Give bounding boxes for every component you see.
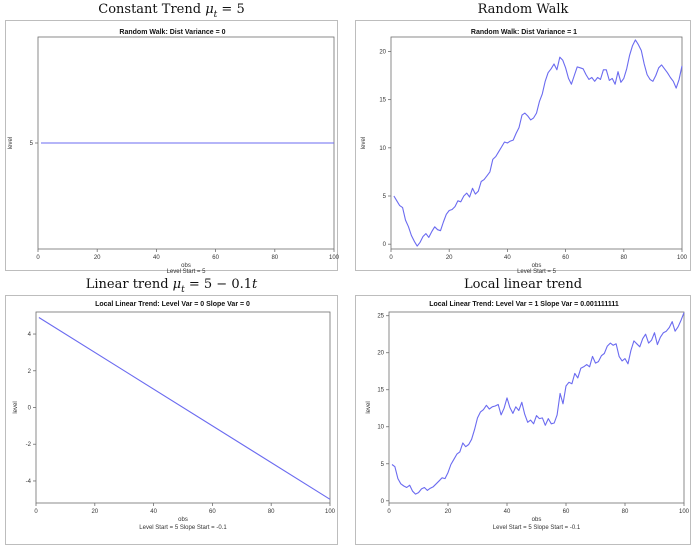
chart-title: Random Walk: Dist Variance = 0 <box>119 29 225 36</box>
x-tick-label: 60 <box>212 255 219 261</box>
heading-t-symbol: t <box>252 277 258 292</box>
y-axis-label: level <box>361 137 367 149</box>
y-tick-label: 20 <box>379 49 386 55</box>
y-tick-label: 0 <box>381 499 385 505</box>
x-tick-label: 80 <box>268 509 275 515</box>
heading-random-walk: Random Walk <box>355 2 691 17</box>
x-tick-label: 40 <box>504 255 511 261</box>
x-axis-label: obs <box>181 263 191 269</box>
heading-text: Local linear trend <box>463 277 583 292</box>
x-tick-label: 60 <box>563 509 570 515</box>
y-tick-label: 5 <box>30 141 34 147</box>
x-tick-label: 80 <box>622 509 629 515</box>
x-tick-label: 20 <box>94 255 101 261</box>
y-tick-label: 5 <box>381 462 385 468</box>
x-tick-label: 80 <box>620 255 627 261</box>
heading-equation-rest: = 5 <box>217 2 245 17</box>
x-tick-label: 20 <box>445 509 452 515</box>
series-line <box>393 39 683 247</box>
y-tick-label: 5 <box>383 194 387 200</box>
x-tick-label: 40 <box>150 509 157 515</box>
chart-svg: Local Linear Trend: Level Var = 1 Slope … <box>366 301 690 531</box>
chart-panel-constant-trend: Random Walk: Dist Variance = 0 0 20 40 60 80 1… <box>5 20 340 275</box>
chart-footnote: Level Start = 5 <box>167 269 207 275</box>
chart-title: Local Linear Trend: Level Var = 1 Slope … <box>429 301 619 308</box>
chart-svg: Random Walk: Dist Variance = 1 0 20 40 60 80 1… <box>361 29 688 275</box>
x-tick-label: 0 <box>36 255 40 261</box>
plot-frame <box>390 36 683 250</box>
watermark <box>470 538 700 550</box>
x-tick-label: 0 <box>387 509 391 515</box>
x-axis-label: obs <box>532 517 542 523</box>
y-tick-label: 4 <box>28 332 32 338</box>
heading-text: Random Walk <box>477 2 569 17</box>
heading-local-linear-trend: Local linear trend <box>355 277 691 292</box>
chart-svg: Random Walk: Dist Variance = 0 0 20 40 60 80 1… <box>8 29 340 275</box>
heading-linear-trend: Linear trend μt = 5 − 0.1t <box>5 277 338 295</box>
chart-panel-local-linear-trend: Local Linear Trend: Level Var = 1 Slope … <box>355 295 691 545</box>
y-tick-label: 0 <box>28 406 32 412</box>
x-axis-label: obs <box>178 517 188 523</box>
chart-panel-random-walk: Random Walk: Dist Variance = 1 0 20 40 60 80 1… <box>355 20 691 275</box>
heading-constant-trend: Constant Trend μt = 5 <box>5 2 338 20</box>
y-tick-label: 15 <box>379 98 386 104</box>
y-axis-label: level <box>8 137 14 149</box>
y-tick-label: 2 <box>28 369 32 375</box>
y-tick-label: -2 <box>26 442 32 448</box>
y-tick-label: 25 <box>377 314 384 320</box>
series-line <box>38 317 331 500</box>
x-tick-label: 60 <box>562 255 569 261</box>
y-tick-label: 15 <box>377 388 384 394</box>
x-tick-label: 60 <box>209 509 216 515</box>
x-tick-label: 40 <box>153 255 160 261</box>
chart-footnote: Level Start = 5 Slope Start = -0.1 <box>139 525 227 531</box>
heading-text: Linear trend <box>85 277 173 292</box>
heading-subscript: t <box>213 9 218 20</box>
heading-subscript: t <box>181 284 185 295</box>
chart-title: Random Walk: Dist Variance = 1 <box>471 29 577 36</box>
x-tick-label: 100 <box>677 255 688 261</box>
heading-equation-rest: = 5 − 0.1 <box>184 277 253 292</box>
x-tick-label: 0 <box>389 255 393 261</box>
series-line <box>391 312 685 495</box>
chart-footnote: Level Start = 5 <box>517 269 557 275</box>
y-axis-label: level <box>366 401 372 413</box>
x-tick-label: 40 <box>504 509 511 515</box>
x-tick-label: 20 <box>91 509 98 515</box>
y-tick-label: 10 <box>377 425 384 431</box>
x-tick-label: 0 <box>34 509 38 515</box>
x-tick-label: 100 <box>325 509 336 515</box>
heading-mu-symbol: μ <box>205 2 214 17</box>
y-axis-label: level <box>13 401 19 413</box>
x-tick-label: 100 <box>679 509 690 515</box>
heading-mu-symbol: μ <box>172 277 182 292</box>
x-tick-label: 20 <box>446 255 453 261</box>
x-tick-label: 80 <box>271 255 278 261</box>
y-tick-label: -4 <box>26 479 32 485</box>
chart-footnote: Level Start = 5 Slope Start = -0.1 <box>493 525 581 531</box>
chart-panel-linear-trend: Local Linear Trend: Level Var = 0 Slope … <box>5 295 338 545</box>
y-tick-label: 0 <box>383 242 387 248</box>
chart-title: Local Linear Trend: Level Var = 0 Slope … <box>95 301 250 308</box>
x-axis-label: obs <box>532 263 542 269</box>
y-tick-label: 10 <box>379 146 386 152</box>
y-tick-label: 20 <box>377 351 384 357</box>
plot-frame <box>388 311 685 504</box>
heading-text: Constant Trend <box>98 2 206 17</box>
chart-svg: Local Linear Trend: Level Var = 0 Slope … <box>13 301 336 531</box>
x-tick-label: 100 <box>329 255 340 261</box>
